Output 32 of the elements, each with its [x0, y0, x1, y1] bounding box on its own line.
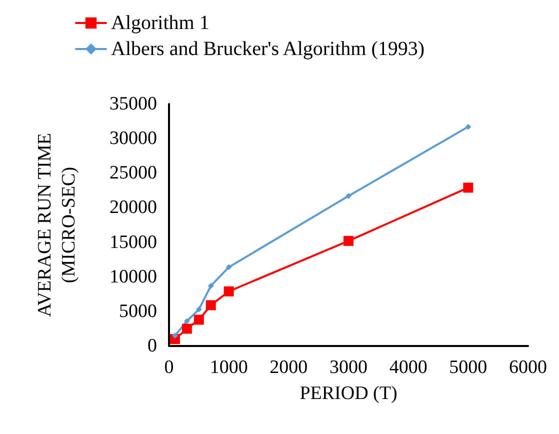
point — [465, 124, 472, 130]
y-axis-title: AVERAGE RUN TIME (MICRO-SEC) — [34, 132, 80, 318]
y-tick-label: 5000 — [119, 300, 157, 322]
x-tick-label: 4000 — [389, 357, 428, 378]
legend-label: Albers and Brucker's Algorithm (1993) — [111, 38, 425, 60]
y-tick-label: 25000 — [110, 162, 157, 184]
point — [346, 192, 352, 199]
point — [463, 182, 474, 193]
point — [182, 324, 192, 334]
x-tick-label: 5000 — [449, 357, 488, 378]
point — [344, 236, 354, 246]
x-tick-label: 6000 — [509, 357, 547, 378]
x-tick-label: 2000 — [270, 357, 308, 378]
point — [226, 264, 232, 270]
point — [184, 318, 190, 324]
point — [206, 300, 216, 310]
point — [224, 286, 234, 296]
y-tick-label: 0 — [148, 336, 157, 356]
y-tick-label: 15000 — [110, 232, 157, 253]
point — [172, 332, 178, 339]
point — [196, 306, 202, 312]
legend-label: Algorithm 1 — [111, 12, 210, 34]
x-axis-title: PERIOD (T) — [300, 383, 398, 404]
y-tick-label: 35000 — [110, 94, 157, 114]
x-tick-label: 3000 — [330, 357, 368, 378]
point — [194, 314, 204, 325]
x-tick-label: 0 — [164, 357, 174, 378]
point — [208, 282, 214, 289]
y-tick-label: 20000 — [110, 197, 157, 218]
x-tick-label: 1000 — [210, 357, 248, 378]
y-tick-label: 10000 — [110, 266, 157, 288]
y-tick-label: 30000 — [110, 128, 157, 150]
